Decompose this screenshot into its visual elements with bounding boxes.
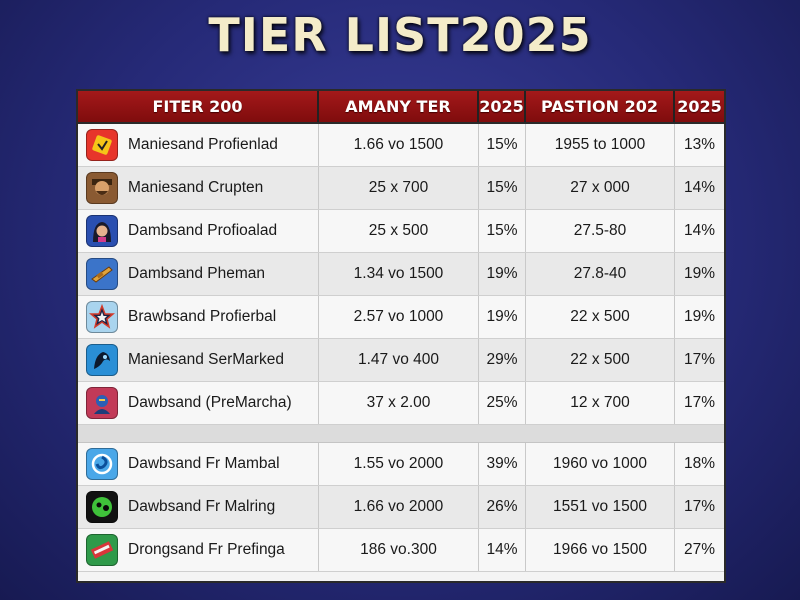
value-cell: 22 x 500 <box>526 296 675 338</box>
item-name: Maniesand SerMarked <box>128 351 284 368</box>
percent-cell: 17% <box>683 351 716 368</box>
table-row[interactable]: Dawbsand Fr Malring 1.66 vo 2000 26% 1551 v… <box>78 486 724 529</box>
percent-cell: 14% <box>479 529 526 571</box>
percent-cell: 27% <box>683 541 716 558</box>
blue-hero-icon <box>86 387 128 419</box>
percent-cell: 18% <box>683 455 716 472</box>
value-cell: 37 x 2.00 <box>319 382 479 424</box>
name-cell: Dawbsand Fr Mambal <box>78 443 319 485</box>
value-cell: 186 vo.300 <box>319 529 479 571</box>
item-name: Dawbsand (PreMarcha) <box>128 394 292 411</box>
table-row[interactable]: Brawbsand Profierbal 2.57 vo 1000 19% 22 x … <box>78 296 724 339</box>
percent-cell: 15% <box>479 167 526 209</box>
table-row[interactable]: Dambsand Profioalad 25 x 500 15% 27.5-80 14% <box>78 210 724 253</box>
table-row[interactable]: Maniesand Crupten 25 x 700 15% 27 x 000 14% <box>78 167 724 210</box>
value-cell: 1.66 vo 1500 <box>319 124 479 166</box>
item-name: Maniesand Profienlad <box>128 136 278 153</box>
percent-cell: 14% <box>683 222 716 239</box>
item-name: Dawbsand Fr Mambal <box>128 455 280 472</box>
column-header[interactable]: FITER 200 <box>78 91 319 122</box>
name-cell: Maniesand SerMarked <box>78 339 319 381</box>
item-name: Maniesand Crupten <box>128 179 264 196</box>
golden-weapon-icon <box>86 258 128 290</box>
percent-cell: 14% <box>683 179 716 196</box>
percent-cell: 25% <box>479 382 526 424</box>
name-cell: Maniesand Crupten <box>78 167 319 209</box>
woman-portrait-icon <box>86 215 128 247</box>
table-header: FITER 200 AMANY TER 2025 PASTION 202 202… <box>78 91 724 124</box>
name-cell: Dawbsand Fr Malring <box>78 486 319 528</box>
value-cell: 27.8-40 <box>526 253 675 295</box>
value-cell: 1.34 vo 1500 <box>319 253 479 295</box>
column-header[interactable]: AMANY TER <box>319 91 479 122</box>
value-cell: 1966 vo 1500 <box>526 529 675 571</box>
value-cell: 1.47 vo 400 <box>319 339 479 381</box>
column-header[interactable]: 2025 <box>677 97 722 116</box>
percent-cell: 19% <box>683 265 716 282</box>
value-cell: 25 x 700 <box>319 167 479 209</box>
star-icon <box>86 301 128 333</box>
percent-cell: 39% <box>479 443 526 485</box>
table-row[interactable]: Maniesand Profienlad 1.66 vo 1500 15% 1955 … <box>78 124 724 167</box>
green-blob-icon <box>86 491 128 523</box>
percent-cell: 13% <box>683 136 716 153</box>
table-body-top: Maniesand Profienlad 1.66 vo 1500 15% 1955 … <box>78 124 724 425</box>
table-divider <box>78 425 724 443</box>
name-cell: Maniesand Profienlad <box>78 124 319 166</box>
percent-cell: 19% <box>479 296 526 338</box>
item-name: Dawbsand Fr Malring <box>128 498 276 515</box>
value-cell: 27 x 000 <box>526 167 675 209</box>
tier-table: FITER 200 AMANY TER 2025 PASTION 202 202… <box>76 89 726 583</box>
green-flag-icon <box>86 534 128 566</box>
value-cell: 22 x 500 <box>526 339 675 381</box>
percent-cell: 19% <box>683 308 716 325</box>
table-row[interactable]: Maniesand SerMarked 1.47 vo 400 29% 22 x 50… <box>78 339 724 382</box>
percent-cell: 15% <box>479 124 526 166</box>
percent-cell: 17% <box>683 498 716 515</box>
percent-cell: 26% <box>479 486 526 528</box>
name-cell: Brawbsand Profierbal <box>78 296 319 338</box>
value-cell: 2.57 vo 1000 <box>319 296 479 338</box>
column-header[interactable]: 2025 <box>479 91 526 122</box>
value-cell: 1.55 vo 2000 <box>319 443 479 485</box>
dark-hero-icon <box>86 344 128 376</box>
value-cell: 12 x 700 <box>526 382 675 424</box>
table-row[interactable]: Drongsand Fr Prefinga 186 vo.300 14% 1966 v… <box>78 529 724 572</box>
percent-cell: 19% <box>479 253 526 295</box>
name-cell: Drongsand Fr Prefinga <box>78 529 319 571</box>
table-row[interactable]: Dambsand Pheman 1.34 vo 1500 19% 27.8-40 19% <box>78 253 724 296</box>
swirl-icon <box>86 448 128 480</box>
page-title: TIER LIST2025 <box>208 8 592 62</box>
value-cell: 1551 vo 1500 <box>526 486 675 528</box>
item-name: Dambsand Pheman <box>128 265 265 282</box>
name-cell: Dawbsand (PreMarcha) <box>78 382 319 424</box>
value-cell: 27.5-80 <box>526 210 675 252</box>
item-name: Brawbsand Profierbal <box>128 308 277 325</box>
percent-cell: 17% <box>683 394 716 411</box>
bearded-man-icon <box>86 172 128 204</box>
value-cell: 25 x 500 <box>319 210 479 252</box>
table-row[interactable]: Dawbsand Fr Mambal 1.55 vo 2000 39% 1960 vo… <box>78 443 724 486</box>
value-cell: 1960 vo 1000 <box>526 443 675 485</box>
name-cell: Dambsand Pheman <box>78 253 319 295</box>
value-cell: 1955 to 1000 <box>526 124 675 166</box>
table-body-bottom: Dawbsand Fr Mambal 1.55 vo 2000 39% 1960 vo… <box>78 443 724 572</box>
percent-cell: 15% <box>479 210 526 252</box>
column-header[interactable]: PASTION 202 <box>526 91 675 122</box>
item-name: Drongsand Fr Prefinga <box>128 541 285 558</box>
percent-cell: 29% <box>479 339 526 381</box>
name-cell: Dambsand Profioalad <box>78 210 319 252</box>
table-row[interactable]: Dawbsand (PreMarcha) 37 x 2.00 25% 12 x 700… <box>78 382 724 425</box>
item-name: Dambsand Profioalad <box>128 222 278 239</box>
value-cell: 1.66 vo 2000 <box>319 486 479 528</box>
yellow-tag-icon <box>86 129 128 161</box>
